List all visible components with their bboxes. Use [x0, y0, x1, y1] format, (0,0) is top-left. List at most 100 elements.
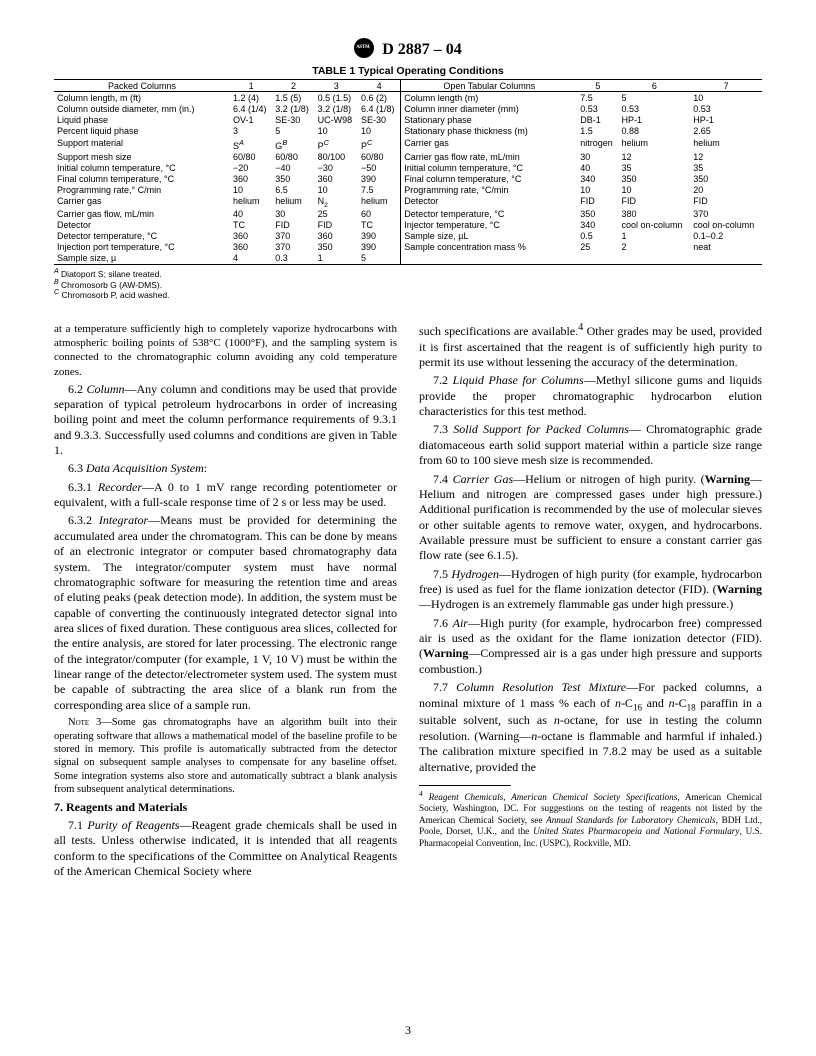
section-7-head: 7. Reagents and Materials: [54, 800, 397, 815]
table-row-label: Carrier gas: [54, 195, 230, 209]
table-cell: 5: [618, 92, 690, 104]
table-cell: 370: [690, 209, 762, 220]
table-cell: 40: [230, 209, 272, 220]
table-cell: cool on-column: [690, 220, 762, 231]
table-row-label: Injection port temperature, °C: [54, 242, 230, 253]
table-cell: 10: [577, 184, 618, 195]
table-cell: 3.2 (1/8): [272, 103, 314, 114]
body-columns: at a temperature sufficiently high to co…: [54, 322, 762, 882]
table-row-label: Detector temperature, °C: [401, 209, 578, 220]
table-cell: 60: [358, 209, 401, 220]
table-cell: [618, 253, 690, 265]
table-cell: −30: [315, 162, 358, 173]
table-cell: 360: [230, 231, 272, 242]
table-cell: 7.5: [577, 92, 618, 104]
table-cell: 1: [618, 231, 690, 242]
table-cell: 350: [272, 173, 314, 184]
table-row-label: Column length (m): [401, 92, 578, 104]
table-cell: 3: [230, 125, 272, 136]
para-6-2: 6.2 Column—Any column and conditions may…: [54, 382, 397, 459]
table-row-label: Stationary phase: [401, 114, 578, 125]
table-cell: 0.1–0.2: [690, 231, 762, 242]
footnote-rule: [419, 785, 511, 786]
table-row-label: Support mesh size: [54, 151, 230, 162]
table-cell: 10: [358, 125, 401, 136]
table-footnotes: A Diatoport S; silane treated. B Chromos…: [54, 268, 762, 300]
table-row-label: Detector: [401, 195, 578, 209]
table-cell: [577, 253, 618, 265]
table-cell: SE-30: [272, 114, 314, 125]
table-cell: FID: [618, 195, 690, 209]
table-row-label: Initial column temperature, °C: [54, 162, 230, 173]
designation-text: D 2887 – 04: [382, 41, 462, 58]
table-cell: 20: [690, 184, 762, 195]
col-7-header: 7: [690, 80, 762, 92]
table-cell: 370: [272, 242, 314, 253]
table-row-label: Detector temperature, °C: [54, 231, 230, 242]
table-cell: 60/80: [358, 151, 401, 162]
table-cell: 12: [618, 151, 690, 162]
table-cell: 0.6 (2): [358, 92, 401, 104]
table-cell: 370: [272, 231, 314, 242]
astm-logo: [354, 38, 374, 58]
table-cell: 350: [315, 242, 358, 253]
footnote-4: 4 Reagent Chemicals, American Chemical S…: [419, 789, 762, 850]
para-7-7: 7.7 Column Resolution Test Mixture—For p…: [419, 680, 762, 775]
table-cell: 390: [358, 173, 401, 184]
table-cell: 6.4 (1/8): [358, 103, 401, 114]
para-top-right: such specifications are available.4 Othe…: [419, 322, 762, 370]
table-row-label: Column length, m (ft): [54, 92, 230, 104]
left-column: at a temperature sufficiently high to co…: [54, 322, 397, 882]
table-cell: FID: [272, 220, 314, 231]
table-cell: 5: [358, 253, 401, 265]
table-cell: 6.5: [272, 184, 314, 195]
table-row-label: Programming rate, °C/min: [401, 184, 578, 195]
table-cell: −40: [272, 162, 314, 173]
table-cell: 35: [690, 162, 762, 173]
table-cell: 360: [315, 231, 358, 242]
table-cell: 1.5: [577, 125, 618, 136]
table-cell: 25: [315, 209, 358, 220]
table-row-label: Column outside diameter, mm (in.): [54, 103, 230, 114]
para-lead: at a temperature sufficiently high to co…: [54, 322, 397, 378]
footnote-b: B Chromosorb G (AW-DMS).: [54, 279, 762, 290]
table-cell: 10: [618, 184, 690, 195]
table-cell: 380: [618, 209, 690, 220]
table-cell: 350: [690, 173, 762, 184]
table-cell: −20: [230, 162, 272, 173]
table-cell: 0.53: [618, 103, 690, 114]
table-cell: PC: [358, 137, 401, 151]
table-cell: cool on-column: [618, 220, 690, 231]
table-cell: 360: [230, 242, 272, 253]
table-cell: 10: [315, 125, 358, 136]
table-cell: nitrogen: [577, 137, 618, 151]
table-row-label: Liquid phase: [54, 114, 230, 125]
table-cell: FID: [315, 220, 358, 231]
col-5-header: 5: [577, 80, 618, 92]
footnote-c: C Chromosorb P, acid washed.: [54, 289, 762, 300]
table-cell: GB: [272, 137, 314, 151]
table-cell: 10: [315, 184, 358, 195]
table-cell: SA: [230, 137, 272, 151]
para-7-5: 7.5 Hydrogen—Hydrogen of high purity (fo…: [419, 567, 762, 613]
table-cell: FID: [690, 195, 762, 209]
page-number: 3: [0, 1023, 816, 1038]
table-row-label: [401, 253, 578, 265]
para-7-4: 7.4 Carrier Gas—Helium or nitrogen of hi…: [419, 472, 762, 564]
table-cell: TC: [358, 220, 401, 231]
table-cell: 2.65: [690, 125, 762, 136]
table-cell: 1.2 (4): [230, 92, 272, 104]
table-cell: helium: [618, 137, 690, 151]
right-column: such specifications are available.4 Othe…: [419, 322, 762, 882]
table-caption: TABLE 1 Typical Operating Conditions: [54, 65, 762, 77]
table-cell: 340: [577, 220, 618, 231]
operating-conditions-table: Packed Columns 1 2 3 4 Open Tabular Colu…: [54, 79, 762, 265]
table-cell: 0.5: [577, 231, 618, 242]
table-row-label: Carrier gas flow, mL/min: [54, 209, 230, 220]
table-cell: PC: [315, 137, 358, 151]
table-cell: helium: [230, 195, 272, 209]
footnote-a: A Diatoport S; silane treated.: [54, 268, 762, 279]
table-cell: 360: [315, 173, 358, 184]
table-row-label: Sample concentration mass %: [401, 242, 578, 253]
table-cell: 1: [315, 253, 358, 265]
